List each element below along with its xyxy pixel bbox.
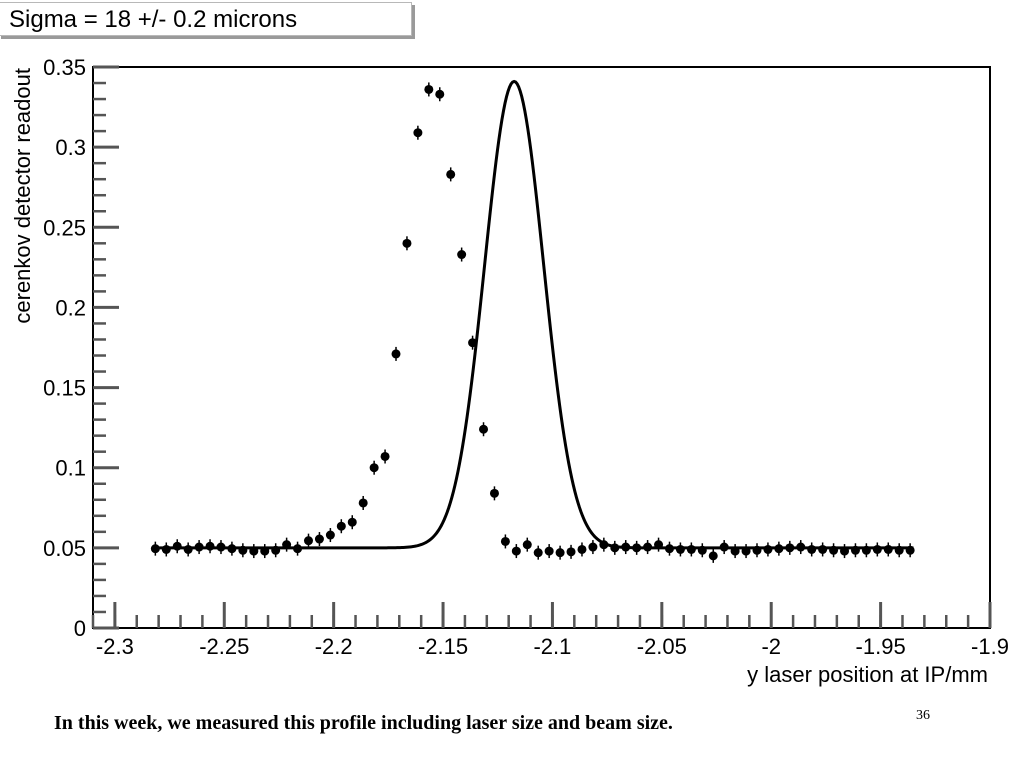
data-point xyxy=(216,542,226,552)
chart-title: Sigma = 18 +/- 0.2 microns xyxy=(9,6,298,33)
data-point xyxy=(150,544,160,554)
x-tick-label: -2.05 xyxy=(637,634,687,659)
data-point xyxy=(719,542,729,552)
data-point xyxy=(840,546,850,556)
data-point xyxy=(402,238,412,248)
data-point xyxy=(489,488,499,498)
page-number: 36 xyxy=(916,708,930,723)
data-point xyxy=(161,544,171,554)
y-tick-label: 0.25 xyxy=(43,215,86,240)
chart-title-box: Sigma = 18 +/- 0.2 microns xyxy=(0,2,412,36)
data-point xyxy=(413,128,423,138)
data-point xyxy=(610,543,620,553)
data-point xyxy=(303,536,313,546)
data-point xyxy=(741,546,751,556)
data-point xyxy=(621,542,631,552)
data-point xyxy=(479,424,489,434)
data-point xyxy=(708,551,718,561)
fit-curve xyxy=(154,79,914,550)
data-point xyxy=(883,544,893,554)
data-point xyxy=(818,544,828,554)
data-point xyxy=(435,89,445,99)
chart-svg: 0 0.05 0.1 0.15 0.2 0.25 0.3 0.35 -2.3 -2.25 -2.2 -… xyxy=(10,55,1009,687)
data-point xyxy=(796,542,806,552)
data-point xyxy=(654,540,664,550)
data-points-layer xyxy=(150,82,915,563)
data-point xyxy=(391,349,401,359)
data-point xyxy=(336,521,346,531)
data-point xyxy=(533,548,543,558)
x-tick-label: -2.3 xyxy=(96,634,134,659)
data-point xyxy=(293,544,303,554)
data-point xyxy=(872,544,882,554)
data-point xyxy=(446,169,456,179)
x-tick-label: -2.2 xyxy=(315,634,353,659)
data-point xyxy=(861,545,871,555)
data-point xyxy=(260,546,270,556)
y-tick-label: 0.05 xyxy=(43,536,86,561)
data-point xyxy=(249,546,259,556)
data-point xyxy=(643,542,653,552)
data-point xyxy=(238,545,248,555)
data-point xyxy=(183,544,193,554)
data-point xyxy=(829,545,839,555)
data-point xyxy=(468,338,478,348)
data-point xyxy=(730,546,740,556)
data-point xyxy=(785,543,795,553)
data-point xyxy=(544,546,554,556)
data-point xyxy=(282,540,292,550)
data-point xyxy=(675,544,685,554)
data-point xyxy=(632,543,642,553)
x-tick-label: -1.9 xyxy=(971,634,1009,659)
data-point xyxy=(172,541,182,551)
data-point xyxy=(314,534,324,544)
data-point xyxy=(894,545,904,555)
data-point xyxy=(555,548,565,558)
data-point xyxy=(227,544,237,554)
data-point xyxy=(194,542,204,552)
data-point xyxy=(905,545,915,555)
data-point xyxy=(511,546,521,556)
data-point xyxy=(325,530,335,540)
data-point xyxy=(697,545,707,555)
x-tick-label: -1.95 xyxy=(856,634,906,659)
data-point xyxy=(664,544,674,554)
data-point xyxy=(457,250,467,260)
data-point xyxy=(774,544,784,554)
data-point xyxy=(522,540,532,550)
y-axis-label: cerenkov detector readout xyxy=(10,68,35,324)
data-point xyxy=(588,542,598,552)
data-point xyxy=(347,517,357,527)
data-point xyxy=(686,544,696,554)
y-tick-label: 0.2 xyxy=(55,295,86,320)
data-point xyxy=(271,545,281,555)
slide-caption: In this week, we measured this profile i… xyxy=(54,712,673,734)
data-point xyxy=(807,544,817,554)
data-point xyxy=(500,536,510,546)
data-point xyxy=(763,544,773,554)
data-point xyxy=(424,84,434,94)
data-point xyxy=(599,540,609,550)
y-tick-label: 0.15 xyxy=(43,376,86,401)
y-tick-label: 0.3 xyxy=(55,135,86,160)
fit-curve-layer xyxy=(154,79,914,550)
data-point xyxy=(566,547,576,557)
data-point xyxy=(752,545,762,555)
axes: 0 0.05 0.1 0.15 0.2 0.25 0.3 0.35 -2.3 -2.25 -2.2 -… xyxy=(43,55,1009,659)
x-axis-label: y laser position at IP/mm xyxy=(747,662,988,687)
x-tick-label: -2.1 xyxy=(533,634,571,659)
y-tick-label: 0.35 xyxy=(43,55,86,80)
plot-frame xyxy=(92,66,991,629)
x-tick-label: -2.15 xyxy=(418,634,468,659)
x-tick-label: -2.25 xyxy=(199,634,249,659)
data-point xyxy=(358,498,368,508)
data-point xyxy=(380,451,390,461)
data-point xyxy=(850,545,860,555)
x-tick-label: -2 xyxy=(761,634,781,659)
data-point xyxy=(205,541,215,551)
data-point xyxy=(369,463,379,473)
y-tick-label: 0.1 xyxy=(55,456,86,481)
y-tick-label: 0 xyxy=(74,616,86,641)
data-point xyxy=(577,544,587,554)
